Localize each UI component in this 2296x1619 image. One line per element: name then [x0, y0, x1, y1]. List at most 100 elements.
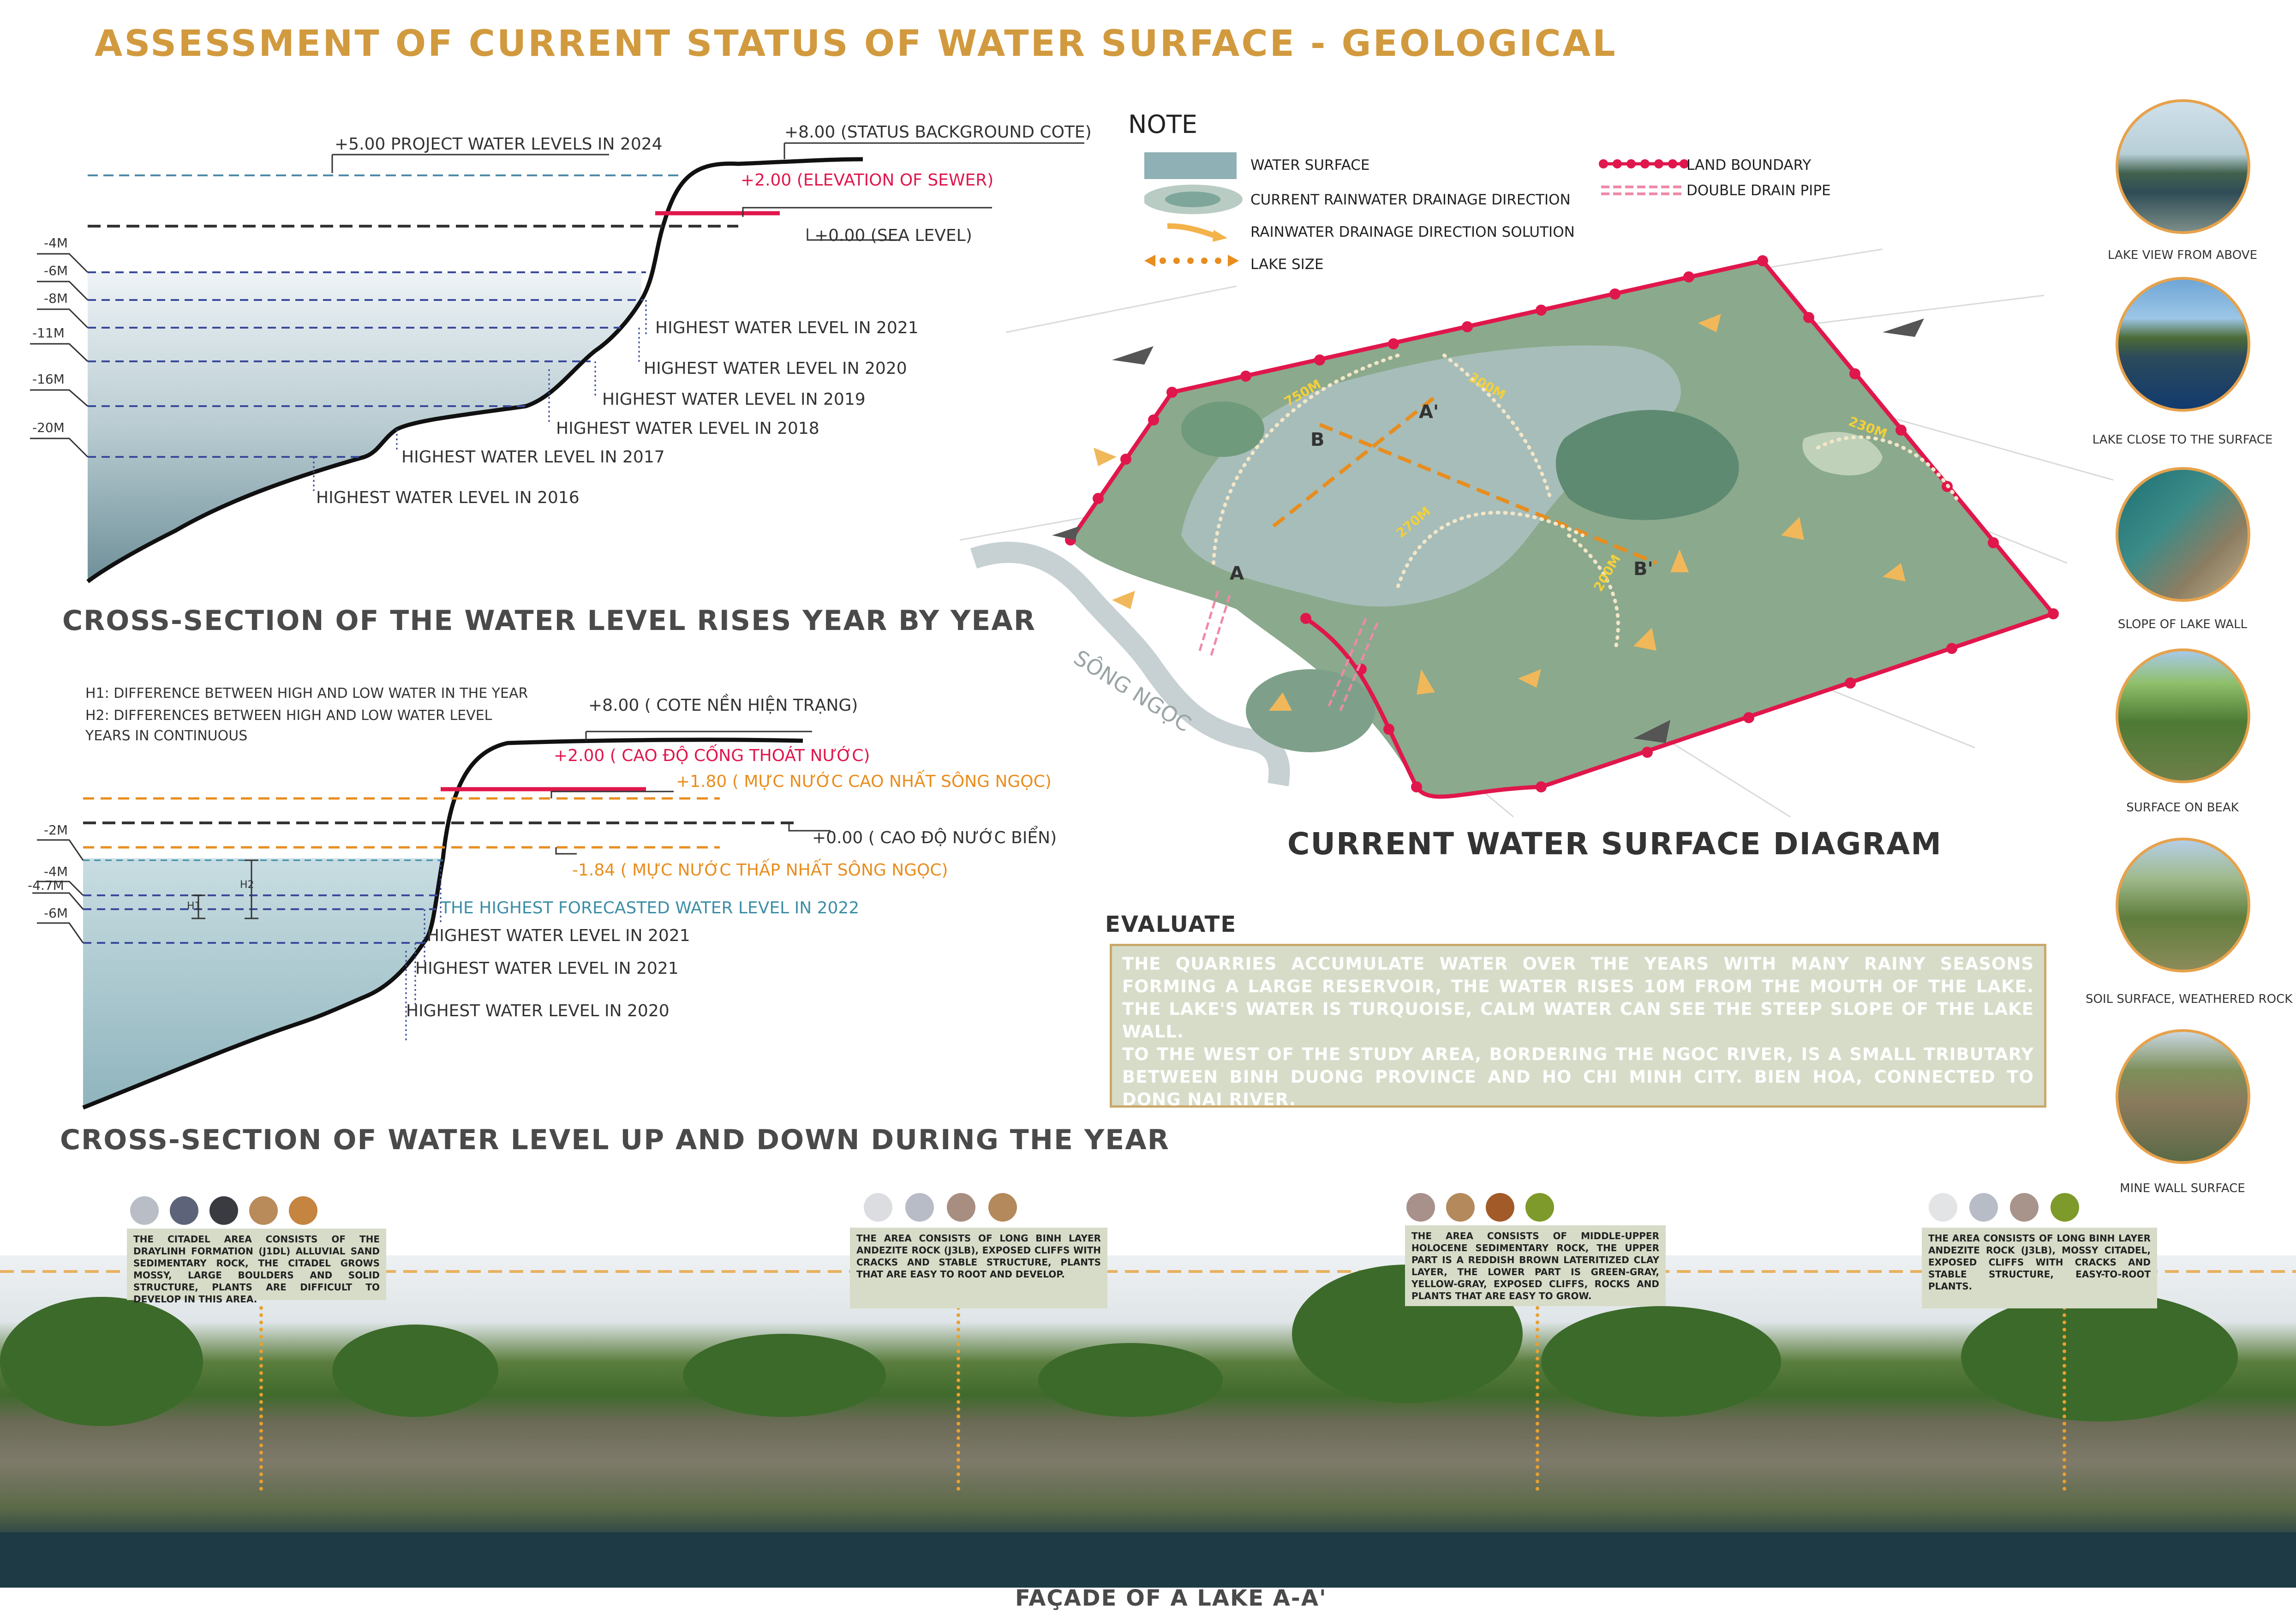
page-title: ASSESSMENT OF CURRENT STATUS OF WATER SU… — [95, 23, 1617, 65]
swatch-3-2 — [1446, 1193, 1475, 1222]
swatch-1-2 — [170, 1196, 198, 1225]
swatch-1-1 — [130, 1196, 159, 1225]
point-b-prime: B' — [1633, 558, 1653, 580]
label-elevation-sewer: +2.00 (ELEVATION OF SEWER) — [741, 171, 994, 190]
h1-tag: H1 — [187, 900, 201, 912]
point-a: A — [1230, 563, 1244, 584]
label-2021: HIGHEST WATER LEVEL IN 2021 — [655, 318, 919, 337]
caption-slope: SLOPE OF LAKE WALL — [2117, 618, 2248, 631]
annotation-2: THE AREA CONSISTS OF LONG BINH LAYER AND… — [850, 1228, 1107, 1308]
leader-3 — [1536, 1306, 1539, 1491]
note-title: NOTE — [1128, 110, 1198, 139]
terrain-profile-2 — [82, 738, 803, 1110]
legend-current-drainage: CURRENT RAINWATER DRAINAGE DIRECTION — [1250, 192, 1571, 208]
leader-2 — [957, 1306, 960, 1491]
leader-4 — [2063, 1306, 2066, 1491]
evaluate-panel: THE QUARRIES ACCUMULATE WATER OVER THE Y… — [1110, 944, 2046, 1109]
terrain-profile-1 — [86, 157, 863, 583]
water-surface-diagram — [960, 248, 2114, 818]
depth-6m: -6M — [44, 263, 68, 278]
facade-overlay — [0, 1265, 2296, 1588]
annotation-1: THE CITADEL AREA CONSISTS OF THE DRAYLIN… — [127, 1229, 386, 1305]
depth-16m: -16M — [32, 372, 65, 387]
label-cao-do-cong: +2.00 ( CAO ĐỘ CỐNG THOÁT NƯỚC) — [554, 746, 870, 765]
label-status-background: +8.00 (STATUS BACKGROUND COTE) — [784, 123, 1092, 142]
label-river-high: +1.80 ( MỰC NƯỚC CAO NHẤT SÔNG NGỌC) — [676, 772, 1052, 791]
swatch-4-2 — [1969, 1193, 1998, 1222]
label-2021b: HIGHEST WATER LEVEL IN 2021 — [415, 959, 679, 978]
swatch-2-2 — [905, 1193, 934, 1222]
label-2017: HIGHEST WATER LEVEL IN 2017 — [401, 448, 665, 467]
label-sea-level: +0.00 (SEA LEVEL) — [814, 226, 972, 245]
label-forecast-2022: THE HIGHEST FORECASTED WATER LEVEL IN 20… — [441, 899, 860, 917]
swatch-3-3 — [1486, 1193, 1514, 1222]
swatch-2-1 — [864, 1193, 892, 1222]
label-cote-nen: +8.00 ( COTE NỀN HIỆN TRẠNG) — [588, 696, 858, 715]
legend-double-drain-pipe: DOUBLE DRAIN PIPE — [1686, 182, 1831, 199]
section2-heading: CROSS-SECTION OF WATER LEVEL UP AND DOWN… — [60, 1124, 1170, 1156]
h2-definition-2: YEARS IN CONTINUOUS — [85, 728, 248, 744]
legend-water-surface-swatch — [1144, 152, 1237, 179]
evaluate-text-2: TO THE WEST OF THE STUDY AREA, BORDERING… — [1122, 1044, 2034, 1109]
water-body-2 — [83, 858, 443, 1108]
swatch-1-5 — [289, 1196, 317, 1225]
swatch-4-4 — [2051, 1193, 2079, 1222]
east-pond — [1555, 410, 1739, 520]
swatch-3-4 — [1525, 1193, 1554, 1222]
label-2020: HIGHEST WATER LEVEL IN 2020 — [644, 359, 907, 378]
caption-lake-view: LAKE VIEW FROM ABOVE — [2107, 248, 2258, 262]
label-2019: HIGHEST WATER LEVEL IN 2019 — [602, 390, 866, 409]
swatch-2-3 — [947, 1193, 975, 1222]
depth-8m: -8M — [44, 291, 68, 306]
main-lake — [1181, 345, 1681, 607]
label-2016: HIGHEST WATER LEVEL IN 2016 — [316, 488, 580, 507]
swatch-3-1 — [1406, 1193, 1435, 1222]
photo-slope — [2116, 467, 2250, 602]
photo-soil-surface — [2116, 838, 2250, 972]
legend-drainage-solution: RAINWATER DRAINAGE DIRECTION SOLUTION — [1250, 224, 1575, 240]
point-b: B — [1310, 429, 1325, 450]
evaluate-title: EVALUATE — [1105, 911, 1237, 937]
leader-1 — [259, 1306, 263, 1491]
label-cao-do-nuoc-bien: +0.00 ( CAO ĐỘ NƯỚC BIỂN) — [812, 828, 1057, 847]
photo-surface-beak — [2116, 648, 2250, 783]
note-legend-symbols — [1144, 152, 1689, 267]
photo-lake-close — [2116, 277, 2250, 412]
point-a-prime: A' — [1419, 402, 1439, 423]
caption-surface-beak: SURFACE ON BEAK — [2126, 801, 2239, 815]
depth-11m: -11M — [32, 325, 65, 341]
label-2020-s2: HIGHEST WATER LEVEL IN 2020 — [406, 1001, 670, 1020]
swatch-4-3 — [2010, 1193, 2039, 1222]
depth-2m: -2M — [44, 822, 68, 838]
h2-definition-1: H2: DIFFERENCES BETWEEN HIGH AND LOW WAT… — [85, 708, 492, 724]
facade-heading: FAÇADE OF A LAKE A-A' — [1015, 1585, 1327, 1611]
label-2018: HIGHEST WATER LEVEL IN 2018 — [556, 419, 819, 438]
section1-heading: CROSS-SECTION OF THE WATER LEVEL RISES Y… — [62, 605, 1036, 637]
swatch-2-4 — [988, 1193, 1017, 1222]
label-project-water: +5.00 PROJECT WATER LEVELS IN 2024 — [335, 135, 663, 154]
h1-definition: H1: DIFFERENCE BETWEEN HIGH AND LOW WATE… — [85, 685, 528, 702]
cross-section-1-graphic — [30, 142, 1084, 583]
annotation-4: THE AREA CONSISTS OF LONG BINH LAYER AND… — [1922, 1228, 2157, 1308]
caption-mine-wall: MINE WALL SURFACE — [2120, 1181, 2245, 1195]
caption-soil-surface: SOIL SURFACE, WEATHERED ROCK — [2086, 992, 2293, 1006]
legend-water-surface: WATER SURFACE — [1250, 157, 1370, 174]
cross-section-2-graphic — [32, 731, 831, 1110]
depth-4m: -4M — [44, 235, 68, 251]
evaluate-text-1: THE QUARRIES ACCUMULATE WATER OVER THE Y… — [1122, 954, 2034, 1042]
legend-land-boundary: LAND BOUNDARY — [1686, 157, 1812, 174]
legend-lake-size: LAKE SIZE — [1250, 256, 1324, 273]
h2-tag: H2 — [240, 879, 254, 891]
depth-20m: -20M — [32, 420, 65, 435]
label-river-low: -1.84 ( MỰC NƯỚC THẤP NHẤT SÔNG NGỌC) — [572, 861, 948, 880]
diagram-heading: CURRENT WATER SURFACE DIAGRAM — [1287, 826, 1942, 862]
river-song-ngoc — [970, 541, 1290, 786]
caption-lake-close: LAKE CLOSE TO THE SURFACE — [2092, 433, 2273, 447]
depth-4-7m: -4.7M — [28, 878, 64, 893]
swatch-4-1 — [1929, 1193, 1957, 1222]
swatch-1-4 — [249, 1196, 278, 1225]
annotation-3: THE AREA CONSISTS OF MIDDLE-UPPER HOLOCE… — [1405, 1225, 1666, 1306]
depth-6m-s2: -6M — [44, 905, 68, 921]
label-2021a: HIGHEST WATER LEVEL IN 2021 — [427, 926, 690, 945]
photo-lake-view — [2116, 99, 2250, 234]
